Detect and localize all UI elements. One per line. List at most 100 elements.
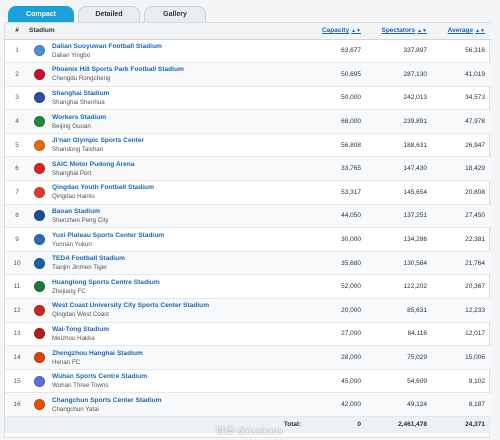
stadium-cell: Zhengzhou Hanghai Stadium Henan FC [29, 345, 307, 370]
rank-cell: 5 [5, 133, 29, 158]
capacity-cell: 56,808 [307, 133, 367, 158]
stadium-table-panel: # Stadium Capacity ▲▼ Spectators ▲▼ Averag… [4, 22, 491, 438]
tab-detailed[interactable]: Detailed [78, 6, 140, 22]
spectators-cell: 239,891 [367, 109, 433, 134]
rank-cell: 9 [5, 227, 29, 252]
table-row: 1 Dalian Suoyuwan Football Stadium Dalian … [5, 39, 491, 64]
stadium-cell: Wuhan Sports Centre Stadium Wuhan Three T… [29, 369, 307, 394]
table-row: 5 Ji'nan Olympic Sports Center Shandong Ta… [5, 133, 491, 158]
spectators-cell: 54,609 [367, 369, 433, 394]
table-row: 15 Wuhan Sports Centre Stadium Wuhan Three… [5, 369, 491, 394]
stadium-cell: Ji'nan Olympic Sports Center Shandong Tai… [29, 133, 307, 158]
spectators-cell: 242,013 [367, 86, 433, 111]
stadium-cell: Workers Stadium Beijing Guoan [29, 109, 307, 134]
tab-gallery[interactable]: Gallery [144, 6, 206, 22]
sort-icon: ▲▼ [475, 28, 485, 35]
view-tabs: Compact Detailed Gallery [8, 6, 206, 22]
spectators-cell: 130,584 [367, 251, 433, 276]
team-name: Chengdu Rongcheng [52, 75, 111, 83]
stadium-cell: TEDA Football Stadium Tianjin Jinmen Tige… [29, 251, 307, 276]
stadium-name-link[interactable]: Dalian Suoyuwan Football Stadium [52, 42, 162, 50]
total-average: 24,371 [433, 416, 491, 433]
average-cell: 47,978 [433, 109, 491, 134]
capacity-cell: 27,000 [307, 322, 367, 347]
average-cell: 9,102 [433, 369, 491, 394]
team-name: Wuhan Three Towns [52, 382, 109, 390]
average-cell: 41,019 [433, 62, 491, 87]
spectators-cell: 122,202 [367, 274, 433, 300]
average-cell: 15,006 [433, 345, 491, 370]
team-name: Zhejiang FC [52, 287, 86, 295]
stadium-name-link[interactable]: SAIC Motor Pudong Arena [52, 160, 135, 168]
stadium-table: # Stadium Capacity ▲▼ Spectators ▲▼ Averag… [5, 23, 491, 433]
team-name: Shanghai Port [52, 169, 92, 177]
team-name: Shenzhen Peng City [52, 216, 109, 224]
capacity-header-label[interactable]: Capacity [321, 27, 350, 35]
stadium-name-link[interactable]: Yuxi Plateau Sports Center Stadium [52, 231, 165, 239]
capacity-header[interactable]: Capacity ▲▼ [307, 23, 367, 40]
stadium-name-link[interactable]: TEDA Football Stadium [52, 255, 126, 263]
stadium-name-link[interactable]: Wai-Tong Stadium [52, 325, 110, 333]
stadium-name-link[interactable]: Baoan Stadium [52, 207, 100, 215]
capacity-cell: 44,050 [307, 204, 367, 229]
team-logo-icon [34, 399, 45, 411]
spectators-cell: 85,631 [367, 298, 433, 323]
average-cell: 18,429 [433, 156, 491, 182]
rank-cell: 2 [5, 62, 29, 87]
capacity-cell: 63,677 [307, 39, 367, 64]
table-row: 12 West Coast University City Sports Cent… [5, 298, 491, 323]
team-name: Tianjin Jinmen Tiger [52, 264, 108, 272]
spectators-cell: 84,116 [367, 322, 433, 347]
team-logo-icon [34, 116, 45, 128]
table-row: 8 Baoan Stadium Shenzhen Peng City 44,050 13… [5, 204, 491, 229]
capacity-cell: 30,000 [307, 227, 367, 252]
table-row: 3 Shanghai Stadium Shanghai Shenhua 50,000 2… [5, 86, 491, 111]
team-logo-icon [34, 375, 45, 387]
stadium-name-link[interactable]: Qingdao Youth Football Stadium [52, 184, 154, 192]
table-body: 1 Dalian Suoyuwan Football Stadium Dalian … [5, 39, 491, 417]
spectators-cell: 147,430 [367, 156, 433, 182]
stadium-cell: Shanghai Stadium Shanghai Shenhua [29, 86, 307, 111]
spectators-cell: 137,251 [367, 204, 433, 229]
stadium-name-link[interactable]: Zhengzhou Hanghai Stadium [52, 349, 143, 357]
watermark: 微博 @Asaikana [216, 426, 283, 436]
team-name: Beijing Guoan [52, 122, 91, 130]
average-header[interactable]: Average ▲▼ [433, 23, 491, 40]
team-name: Qingdao West Coast [52, 311, 109, 319]
team-logo-icon [34, 234, 45, 246]
stadium-name-link[interactable]: Huanglong Sports Centre Stadium [52, 278, 160, 286]
stadium-name-link[interactable]: Workers Stadium [52, 113, 107, 121]
spectators-cell: 287,130 [367, 62, 433, 87]
spectators-cell: 337,897 [367, 39, 433, 64]
table-header-row: # Stadium Capacity ▲▼ Spectators ▲▼ Averag… [5, 23, 491, 40]
total-rank-cell [5, 416, 29, 433]
tab-compact[interactable]: Compact [8, 6, 74, 22]
stadium-name-link[interactable]: Shanghai Stadium [52, 89, 110, 97]
stadium-cell: SAIC Motor Pudong Arena Shanghai Port [29, 156, 307, 182]
team-name: Yunnan Yukun [52, 240, 92, 248]
stadium-cell: Wai-Tong Stadium Meizhou Hakka [29, 322, 307, 347]
spectators-header-label[interactable]: Spectators [381, 27, 416, 35]
table-row: 9 Yuxi Plateau Sports Center Stadium Yunna… [5, 227, 491, 252]
stadium-name-link[interactable]: West Coast University City Sports Center… [52, 302, 210, 310]
stadium-cell: Qingdao Youth Football Stadium Qingdao Ha… [29, 180, 307, 205]
capacity-cell: 52,000 [307, 274, 367, 300]
team-logo-icon [34, 328, 45, 340]
rank-cell: 16 [5, 392, 29, 417]
stadium-cell: Changchun Sports Center Stadium Changchun… [29, 392, 307, 417]
capacity-cell: 50,695 [307, 62, 367, 87]
stadium-name-link[interactable]: Changchun Sports Center Stadium [52, 396, 162, 404]
spectators-header[interactable]: Spectators ▲▼ [367, 23, 433, 40]
stadium-name-link[interactable]: Ji'nan Olympic Sports Center [52, 137, 145, 145]
spectators-cell: 75,029 [367, 345, 433, 370]
capacity-cell: 35,680 [307, 251, 367, 276]
average-cell: 12,233 [433, 298, 491, 323]
average-header-label[interactable]: Average [447, 27, 474, 35]
table-row: 14 Zhengzhou Hanghai Stadium Henan FC 28,00… [5, 345, 491, 370]
team-name: Changchun Yatai [52, 405, 99, 413]
spectators-cell: 49,124 [367, 392, 433, 417]
team-logo-icon [34, 210, 45, 222]
capacity-cell: 53,317 [307, 180, 367, 205]
stadium-name-link[interactable]: Wuhan Sports Centre Stadium [52, 373, 148, 381]
stadium-name-link[interactable]: Phoenix Hill Sports Park Football Stadiu… [52, 66, 184, 74]
